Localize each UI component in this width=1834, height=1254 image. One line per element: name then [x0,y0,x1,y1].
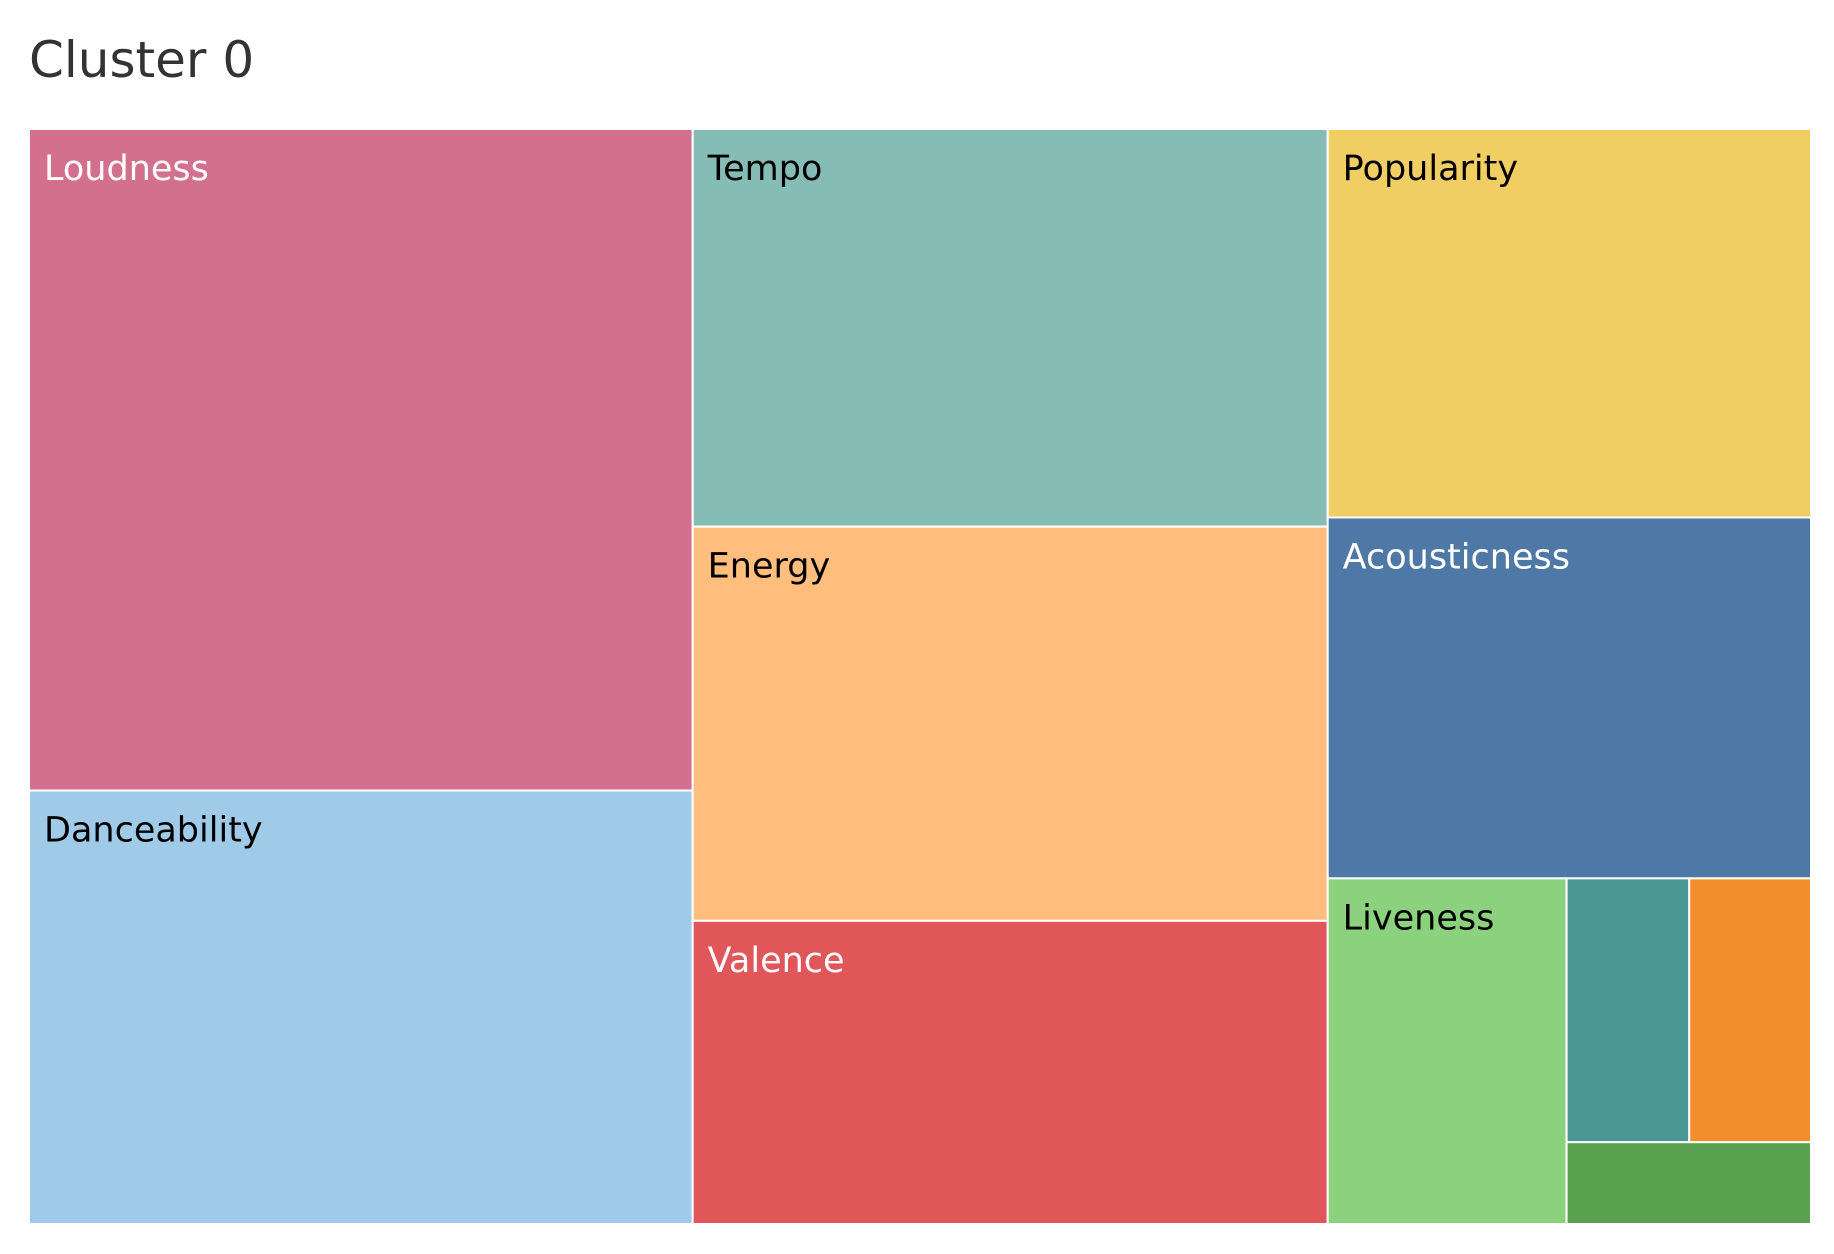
chart-title: Cluster 0 [29,31,255,89]
treemap-tile-liveness [1326,877,1568,1226]
treemap-tile-small-10 [1565,1141,1812,1226]
treemap-label-popularity: Popularity [1343,149,1518,189]
treemap-label-valence: Valence [708,941,845,981]
treemap-tile-small-8 [1565,877,1691,1144]
treemap-label-energy: Energy [708,547,831,587]
treemap-tile-small-9 [1688,877,1813,1144]
treemap-tile-popularity [1326,128,1813,519]
treemap-tile-danceability [28,789,694,1226]
treemap-tile-tempo [691,128,1329,528]
treemap-tile-loudness [28,128,694,792]
treemap-label-tempo: Tempo [707,149,823,189]
treemap-label-loudness: Loudness [44,149,209,189]
treemap-label-liveness: Liveness [1343,898,1495,938]
treemap-tile-valence [691,919,1329,1225]
treemap-label-acousticness: Acousticness [1343,537,1570,577]
treemap-label-danceability: Danceability [44,811,263,851]
treemap-tile-energy [691,525,1329,922]
